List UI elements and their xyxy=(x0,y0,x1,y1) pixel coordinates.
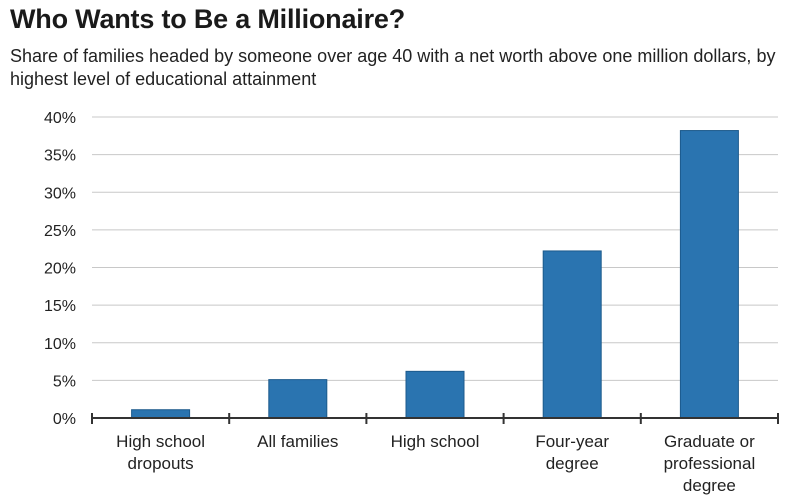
bar xyxy=(405,370,465,419)
y-tick-label: 15% xyxy=(44,298,76,315)
gridlines xyxy=(92,116,778,381)
y-tick-label: 35% xyxy=(44,148,76,165)
y-tick-label: 25% xyxy=(44,223,76,240)
bar xyxy=(268,379,328,419)
y-tick-label: 0% xyxy=(53,411,76,428)
y-tick-labels: 0% 5% 10% 15% 20% 25% 30% 35% 40% xyxy=(44,110,76,428)
y-tick-label: 30% xyxy=(44,185,76,202)
x-tick-label: High school dropouts xyxy=(116,432,205,473)
chart-title: Who Wants to Be a Millionaire? xyxy=(10,4,406,34)
bar xyxy=(679,130,739,419)
y-tick-label: 40% xyxy=(44,110,76,127)
chart-subtitle: Share of families headed by someone over… xyxy=(10,46,776,89)
x-tick-labels: High school dropouts All families High scho… xyxy=(116,432,755,495)
bar xyxy=(542,250,602,419)
x-tick-label: All families xyxy=(257,432,338,451)
y-tick-label: 10% xyxy=(44,336,76,353)
x-tick-label: Graduate or professional degree xyxy=(664,432,756,495)
x-axis xyxy=(91,413,779,424)
y-tick-label: 5% xyxy=(53,373,76,390)
x-tick-label: Four-year degree xyxy=(535,432,609,473)
y-tick-label: 20% xyxy=(44,261,76,278)
x-tick-label: High school xyxy=(391,432,480,451)
bars xyxy=(131,130,739,419)
bar xyxy=(131,409,191,419)
